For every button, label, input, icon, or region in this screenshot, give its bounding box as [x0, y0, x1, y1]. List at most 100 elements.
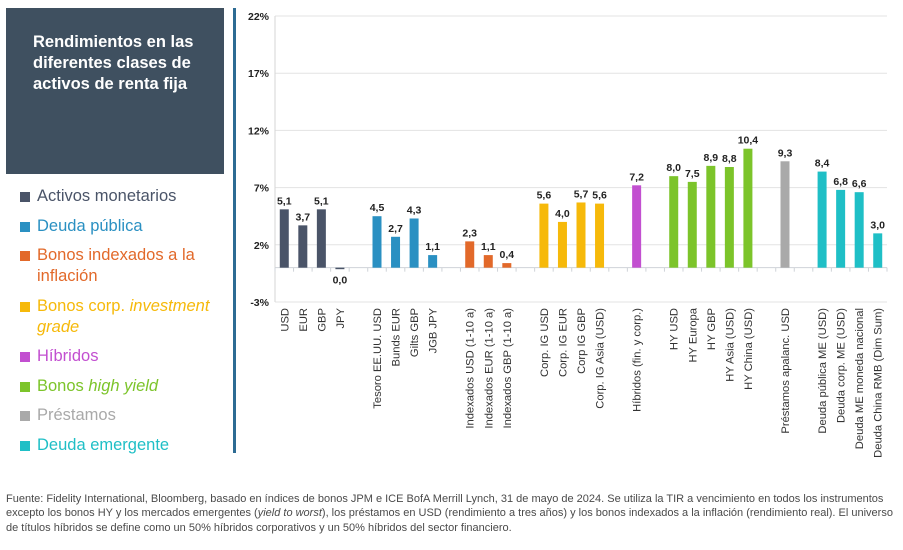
bar [372, 216, 382, 268]
x-category-label: Indexados USD (1-10 a) [465, 308, 477, 429]
legend-item-ig: Bonos corp. investment grade [20, 296, 232, 338]
data-label: 6,6 [852, 178, 867, 190]
bar [391, 236, 401, 268]
bar [780, 161, 790, 268]
x-category-label: Deuda corp. ME (USD) [836, 308, 848, 423]
legend-item-publica: Deuda pública [20, 216, 232, 237]
legend-label: Deuda emergente [37, 435, 170, 454]
data-label: 5,1 [277, 195, 292, 207]
legend-swatch [20, 411, 30, 421]
data-label: 10,4 [738, 135, 759, 147]
data-label: 4,3 [407, 204, 422, 216]
y-tick-label: 17% [248, 68, 270, 80]
bar [465, 241, 475, 268]
data-label: 9,3 [778, 147, 793, 159]
bar [743, 148, 753, 268]
legend-item-indexados: Bonos indexados a la inflación [20, 245, 232, 287]
data-label: 8,8 [722, 153, 737, 165]
x-category-label: EUR [298, 308, 310, 332]
x-category-label: Indexados EUR (1-10 a) [483, 308, 495, 429]
legend-label: Bonos [37, 376, 89, 395]
chart-title: Rendimientos en las diferentes clases de… [33, 33, 194, 93]
x-category-label: USD [279, 308, 291, 332]
x-category-label: HY Asia (USD) [724, 308, 736, 382]
bar [409, 218, 419, 268]
x-category-label: Corp. IG Asia (USD) [595, 308, 607, 409]
y-tick-label: 12% [248, 125, 270, 137]
data-label: 1,1 [481, 241, 496, 253]
bar [428, 255, 438, 268]
data-label: 8,9 [704, 152, 719, 164]
legend-swatch [20, 381, 30, 392]
x-category-label: Gilts GBP [409, 308, 421, 357]
y-tick-label: -3% [250, 297, 269, 309]
data-label: 5,1 [314, 195, 329, 207]
data-label: 8,4 [815, 158, 830, 170]
data-label: 5,6 [537, 190, 552, 202]
bar [279, 209, 289, 268]
legend-swatch [20, 440, 30, 451]
bar [539, 203, 549, 268]
bar [632, 185, 642, 268]
legend-swatch [20, 352, 30, 362]
legend-item-hibridos: Híbridos [20, 346, 232, 367]
x-category-label: Deuda China RMB (Dim Sum) [873, 308, 885, 458]
y-tick-label: 2% [254, 240, 270, 252]
bar [873, 233, 883, 268]
data-label: 5,6 [592, 190, 607, 202]
x-category-label: Tesoro EE.UU. USD [372, 308, 384, 409]
bar [595, 203, 605, 268]
bar [335, 267, 345, 270]
chart-area: 22% 17% 12% 7% 2% -3% 5,1 USD 3,7 EUR 5,1 GBP 0,0 JPY… [236, 0, 903, 480]
data-label: 6,8 [833, 176, 848, 188]
data-label: 2,7 [388, 223, 403, 235]
data-label: 3,0 [870, 219, 885, 231]
x-category-label: Bunds EUR [391, 308, 403, 366]
bar [817, 171, 827, 268]
legend-swatch [20, 192, 30, 202]
bar [576, 202, 586, 268]
bar [298, 225, 308, 268]
x-category-label: Préstamos apalanc. USD [780, 308, 792, 434]
x-category-label: Deuda ME moneda nacional [854, 308, 866, 449]
legend-label: Activos monetarios [37, 187, 177, 205]
y-tick-label: 7% [254, 183, 270, 195]
legend-label: Bonos indexados a la inflación [37, 246, 195, 285]
legend-label: Préstamos [37, 406, 116, 424]
bar [316, 209, 326, 268]
bar [669, 176, 679, 268]
bar [836, 189, 846, 268]
legend-swatch [20, 301, 30, 312]
data-label: 2,3 [462, 227, 477, 239]
bar [483, 255, 493, 268]
x-category-label: JPY [335, 307, 347, 328]
bar [854, 192, 864, 268]
data-label: 0,4 [500, 249, 515, 261]
x-category-label: Corp. IG EUR [557, 308, 569, 377]
x-category-label: GBP [316, 308, 328, 332]
legend: Activos monetarios Deuda pública Bonos ind… [20, 186, 232, 464]
x-category-label: Corp. IG USD [539, 308, 551, 377]
x-category-label: HY China (USD) [743, 308, 755, 390]
y-tick-label: 22% [248, 11, 270, 23]
footnote-italic: yield to worst [257, 507, 322, 520]
legend-item-monetarios: Activos monetarios [20, 186, 232, 207]
legend-swatch [20, 221, 30, 232]
legend-label-italic: investment grade [37, 296, 210, 336]
data-label: 4,0 [555, 208, 570, 220]
title-panel: Rendimientos en las diferentes clases de… [6, 8, 224, 174]
data-label: 1,1 [425, 241, 440, 253]
legend-swatch [20, 251, 30, 261]
legend-label-italic: high yield [88, 376, 159, 395]
legend-label: Híbridos [37, 347, 99, 365]
source-footnote: Fuente: Fidelity International, Bloomber… [6, 492, 896, 535]
x-category-label: HY Europa [687, 307, 699, 362]
x-category-label: Corp IG GBP [576, 308, 588, 374]
data-label: 7,5 [685, 168, 700, 180]
legend-label: Bonos corp. [37, 296, 130, 315]
x-category-label: HY GBP [706, 308, 718, 350]
legend-item-prestamos: Préstamos [20, 405, 232, 426]
legend-label: Deuda pública [37, 216, 143, 235]
legend-item-hy: Bonos high yield [20, 376, 232, 397]
bar [557, 221, 567, 268]
